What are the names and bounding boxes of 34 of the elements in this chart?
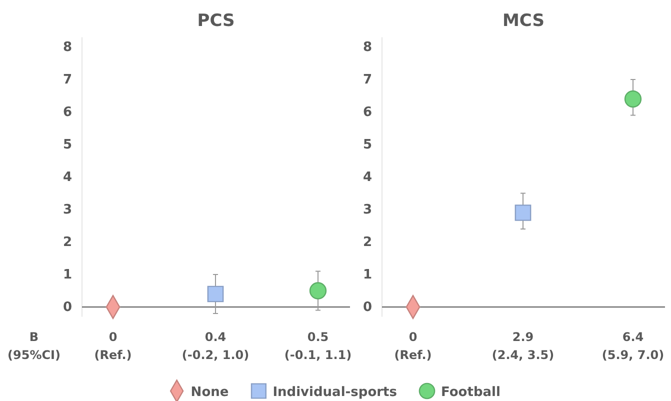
point [207,286,224,302]
y-tick-label: 7 [362,72,372,88]
y-tick-label: 1 [362,268,372,283]
chart-title: MCS [502,11,544,31]
y-tick-label: 4 [362,170,372,186]
legend-label: Football [441,385,500,400]
y-tick-label: 3 [62,202,72,218]
y-tick-label: 6 [362,105,372,120]
y-tick-label: 8 [62,40,72,56]
y-tick-label: 1 [62,268,72,283]
y-tick-label: 2 [362,235,372,250]
point [514,204,532,221]
y-tick-label: 7 [62,72,72,88]
x-tick-label: 0 (Ref.) [394,330,432,362]
legend-label: None [190,385,229,400]
x-tick-label: 0.5 (-0.1, 1.1) [284,330,352,362]
y-tick-label: 8 [362,40,372,56]
y-tick-label: 5 [62,138,72,153]
y-tick-label: 6 [62,105,72,120]
legend-label: Individual-sports [272,385,398,400]
y-tick-label: 4 [62,170,72,186]
chart-title: PCS [197,11,235,31]
y-tick-label: 2 [62,235,72,250]
y-tick-label: 0 [362,300,372,316]
point [309,282,327,300]
y-tick-label: 3 [362,202,372,218]
point [624,90,642,108]
y-tick-label: 0 [62,300,72,316]
x-tick-label: 0 (Ref.) [94,330,132,362]
text: B (95%CI) [8,330,60,362]
x-tick-label: 6.4 (5.9, 7.0) [602,330,664,362]
y-tick-label: 5 [362,138,372,153]
x-tick-label: 2.9 (2.4, 3.5) [492,330,554,362]
x-tick-label: 0.4 (-0.2, 1.0) [182,330,250,362]
